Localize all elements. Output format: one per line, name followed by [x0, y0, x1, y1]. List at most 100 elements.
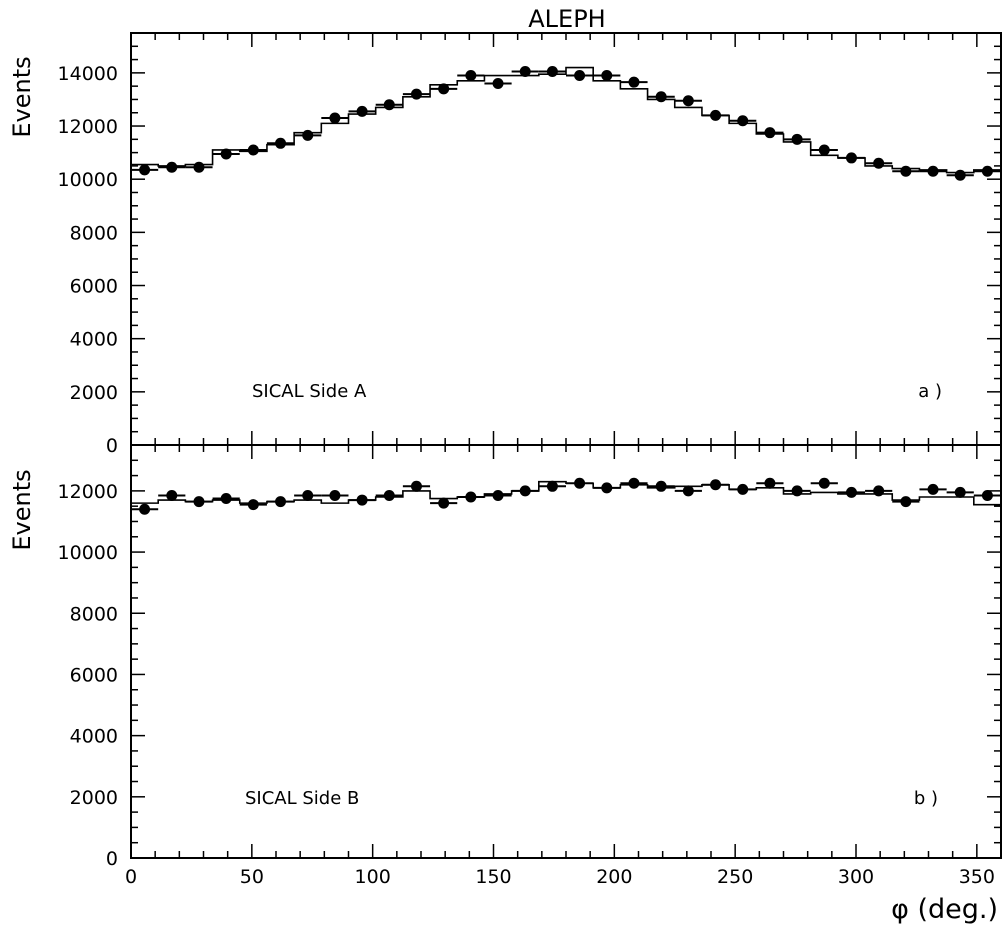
y-tick-label: 8000 [70, 222, 118, 244]
panel-label: b ) [914, 788, 938, 809]
data-point [166, 489, 178, 501]
panel-label: a ) [918, 381, 942, 402]
data-point [845, 486, 857, 498]
data-point [710, 109, 722, 121]
data-point [465, 491, 477, 503]
data-point [546, 66, 558, 78]
data-point [791, 133, 803, 145]
x-tick-label: 200 [596, 866, 632, 888]
data-point [275, 137, 287, 149]
data-point [329, 489, 341, 501]
y-tick-label: 12000 [58, 481, 118, 503]
data-point [900, 496, 912, 508]
data-point [954, 486, 966, 498]
y-tick-label: 2000 [70, 382, 118, 404]
data-point [546, 480, 558, 492]
x-axis-label: φ (deg.) [891, 894, 998, 925]
data-point [492, 78, 504, 90]
data-point [818, 477, 830, 489]
data-point [927, 165, 939, 177]
data-point [247, 499, 259, 511]
data-point [220, 493, 232, 505]
panel-annotation: SICAL Side B [245, 788, 359, 809]
data-point [655, 91, 667, 103]
data-point [764, 127, 776, 139]
data-point [873, 157, 885, 169]
y-tick-label: 10000 [58, 542, 118, 564]
x-tick-label: 50 [240, 866, 264, 888]
y-tick-label: 6000 [70, 664, 118, 686]
data-point [356, 105, 368, 117]
data-point [492, 489, 504, 501]
panel-side-b: 0 50 100 150 200 250 300 350 0 2000 4000 6000 8000 10… [8, 444, 1002, 888]
data-point [438, 83, 450, 95]
data-point [356, 494, 368, 506]
data-point [329, 112, 341, 124]
y-axis-label: Events [8, 469, 36, 550]
data-point [193, 496, 205, 508]
data-point [275, 496, 287, 508]
y-tick-label: 8000 [70, 603, 118, 625]
data-point [737, 115, 749, 127]
data-point [574, 70, 586, 82]
x-tick-label: 350 [959, 866, 995, 888]
data-point [410, 480, 422, 492]
data-point [247, 144, 259, 156]
data-point [900, 165, 912, 177]
data-point [601, 482, 613, 494]
x-tick-label: 300 [838, 866, 874, 888]
data-point [764, 477, 776, 489]
data-point [166, 161, 178, 173]
data-point [791, 485, 803, 497]
chart-title: ALEPH [528, 5, 605, 33]
data-point [519, 66, 531, 78]
data-point [737, 483, 749, 495]
y-tick-label: 2000 [70, 787, 118, 809]
data-point [519, 485, 531, 497]
data-point [302, 489, 314, 501]
data-point [410, 88, 422, 100]
data-point [601, 70, 613, 82]
x-tick-label: 0 [125, 866, 137, 888]
data-point [139, 503, 151, 515]
data-point [954, 169, 966, 181]
histogram-series [131, 66, 1001, 174]
y-axis-label: Events [8, 56, 36, 137]
y-tick-label: 6000 [70, 276, 118, 298]
data-point [682, 485, 694, 497]
data-point [383, 99, 395, 111]
data-point [873, 485, 885, 497]
data-point [438, 497, 450, 509]
histogram-series [131, 480, 1001, 506]
x-tick-label: 250 [717, 866, 753, 888]
data-point [193, 161, 205, 173]
data-point [465, 70, 477, 82]
data-point [574, 477, 586, 489]
data-point [139, 164, 151, 176]
y-tick-label: 0 [106, 848, 118, 870]
data-point [220, 148, 232, 160]
y-tick-label: 12000 [58, 116, 118, 138]
data-point [682, 95, 694, 107]
y-tick-label: 10000 [58, 169, 118, 191]
data-point [710, 479, 722, 491]
y-tick-label: 4000 [70, 329, 118, 351]
panel-annotation: SICAL Side A [252, 381, 367, 402]
data-point [818, 144, 830, 156]
panel-side-a: 0 2000 4000 6000 8000 10000 12000 14000 Events SI… [8, 32, 1002, 457]
data-point [383, 489, 395, 501]
data-point [981, 489, 993, 501]
y-tick-label: 4000 [70, 726, 118, 748]
data-point [845, 152, 857, 164]
x-tick-label: 100 [355, 866, 391, 888]
data-point [628, 477, 640, 489]
y-tick-label: 14000 [58, 63, 118, 85]
data-point [302, 129, 314, 141]
x-tick-label: 150 [475, 866, 511, 888]
data-point [981, 165, 993, 177]
data-point [927, 483, 939, 495]
data-point [628, 76, 640, 88]
data-point [655, 480, 667, 492]
y-tick-label: 0 [106, 435, 118, 457]
